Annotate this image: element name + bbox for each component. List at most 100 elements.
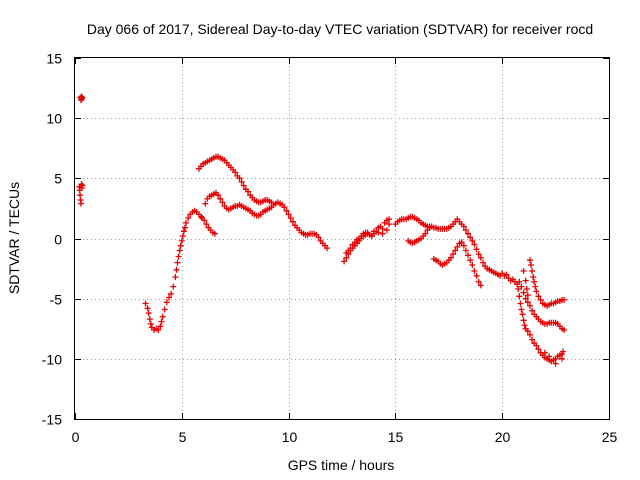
data-point xyxy=(217,195,224,202)
data-point xyxy=(447,254,454,261)
data-point xyxy=(522,277,529,284)
data-point xyxy=(473,272,480,279)
data-point xyxy=(529,336,536,343)
data-point xyxy=(452,247,459,254)
axis-ticks xyxy=(75,58,610,420)
data-point xyxy=(471,268,478,274)
data-point xyxy=(527,257,533,264)
data-point xyxy=(232,169,239,176)
data-point xyxy=(283,207,290,214)
data-point xyxy=(341,258,348,265)
data-point xyxy=(533,288,540,295)
data-point xyxy=(518,283,525,290)
data-point xyxy=(155,327,162,333)
data-point xyxy=(524,292,531,299)
data-point xyxy=(517,300,524,307)
data-point xyxy=(236,175,243,182)
data-point xyxy=(530,274,537,280)
data-point xyxy=(185,215,192,221)
data-point xyxy=(198,213,204,220)
data-point xyxy=(524,328,531,335)
data-point xyxy=(477,282,484,289)
data-point xyxy=(515,286,522,292)
data-point xyxy=(285,211,292,218)
data-point xyxy=(175,253,182,260)
data-point xyxy=(386,216,392,223)
y-axis-label: SDTVAR / TECUs xyxy=(6,182,22,294)
data-point xyxy=(170,283,177,290)
data-point xyxy=(475,251,482,258)
data-point xyxy=(379,230,386,237)
data-point xyxy=(560,348,567,355)
data-point xyxy=(516,278,523,285)
data-point xyxy=(375,229,382,236)
data-point xyxy=(528,262,534,268)
data-point xyxy=(518,306,525,313)
data-point xyxy=(535,346,542,353)
data-point xyxy=(531,278,538,285)
data-point xyxy=(146,316,153,323)
data-point xyxy=(281,204,288,211)
data-point xyxy=(364,230,371,237)
data-point xyxy=(522,295,529,302)
data-point xyxy=(520,289,527,296)
data-point xyxy=(240,182,247,189)
data-point xyxy=(219,199,226,206)
data-point xyxy=(287,215,294,221)
x-tick-label: 20 xyxy=(495,429,511,445)
data-point xyxy=(78,200,84,207)
data-point xyxy=(469,237,476,244)
x-axis-label: GPS time / hours xyxy=(288,457,395,473)
data-point xyxy=(173,266,180,273)
data-point xyxy=(467,234,474,241)
data-point xyxy=(503,271,510,278)
data-point xyxy=(163,299,170,306)
data-point xyxy=(465,252,471,259)
data-point xyxy=(79,182,86,189)
data-point xyxy=(520,317,527,324)
data-point xyxy=(473,246,480,253)
data-point xyxy=(147,320,154,327)
data-point xyxy=(477,254,484,261)
y-tick-label: -5 xyxy=(50,292,63,308)
x-tick-labels: 0 5 10 15 20 25 xyxy=(72,429,618,445)
data-point xyxy=(546,353,553,360)
data-point xyxy=(371,228,377,235)
data-point xyxy=(144,305,151,312)
data-point xyxy=(454,243,461,250)
data-point xyxy=(458,239,465,246)
data-point xyxy=(527,302,533,309)
data-point xyxy=(533,342,540,349)
data-point xyxy=(465,230,471,237)
data-point xyxy=(471,241,478,248)
chart-title: Day 066 of 2017, Sidereal Day-to-day VTE… xyxy=(87,21,593,37)
data-point xyxy=(289,218,296,225)
y-tick-labels: -15 -10 -5 0 5 10 15 xyxy=(42,51,62,428)
data-point xyxy=(559,355,565,362)
data-point xyxy=(203,221,210,228)
x-tick-label: 0 xyxy=(72,429,80,445)
data-point xyxy=(211,230,218,237)
data-point xyxy=(532,283,539,290)
data-point xyxy=(480,259,486,266)
data-point xyxy=(527,331,533,338)
data-point xyxy=(157,323,164,330)
data-point xyxy=(347,245,354,252)
data-point xyxy=(166,294,172,301)
data-point xyxy=(177,242,184,249)
data-point xyxy=(158,318,165,325)
plot-frame xyxy=(74,57,610,420)
y-tick-label: -15 xyxy=(42,412,62,428)
data-point xyxy=(462,227,469,234)
data-point xyxy=(462,247,469,254)
data-point xyxy=(201,217,208,224)
data-point xyxy=(535,293,542,300)
y-tick-label: 0 xyxy=(54,232,62,248)
data-point xyxy=(469,262,476,268)
grid-lines xyxy=(75,58,609,419)
data-point xyxy=(159,313,166,320)
data-point xyxy=(524,299,531,306)
data-point xyxy=(460,242,467,249)
data-point xyxy=(179,233,186,240)
